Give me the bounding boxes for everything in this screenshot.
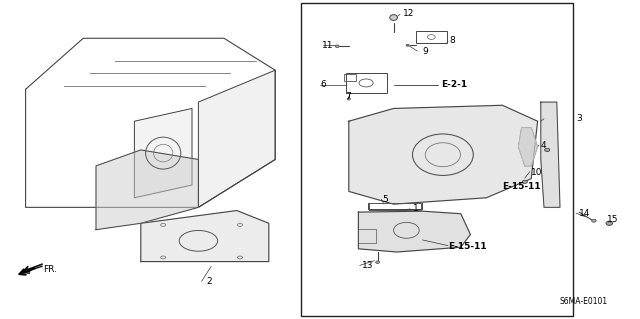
- Text: 10: 10: [531, 168, 543, 177]
- Bar: [346, 73, 387, 93]
- Polygon shape: [141, 211, 269, 262]
- Text: 2: 2: [206, 277, 212, 286]
- Text: FR.: FR.: [44, 265, 58, 274]
- Ellipse shape: [347, 98, 351, 100]
- Text: 3: 3: [576, 114, 582, 122]
- Text: 4: 4: [541, 141, 547, 150]
- Bar: [344, 74, 356, 81]
- Text: 9: 9: [422, 47, 428, 56]
- Bar: [369, 203, 421, 210]
- Text: 15: 15: [607, 215, 618, 224]
- Text: 5: 5: [383, 195, 388, 204]
- Text: E-15-11: E-15-11: [448, 242, 486, 251]
- Ellipse shape: [376, 261, 380, 263]
- Text: 14: 14: [579, 209, 591, 218]
- Bar: [301, 3, 573, 316]
- Polygon shape: [358, 211, 470, 252]
- Text: 11: 11: [322, 41, 333, 50]
- Text: 13: 13: [362, 261, 373, 270]
- Polygon shape: [349, 105, 538, 204]
- Polygon shape: [134, 108, 192, 198]
- Ellipse shape: [522, 180, 527, 183]
- Bar: [416, 31, 447, 43]
- Bar: [358, 229, 376, 243]
- Ellipse shape: [406, 44, 410, 46]
- Ellipse shape: [545, 148, 550, 152]
- Ellipse shape: [608, 223, 611, 224]
- Text: S6MA-E0101: S6MA-E0101: [560, 297, 608, 306]
- Text: 1: 1: [413, 204, 419, 213]
- Polygon shape: [96, 150, 198, 230]
- Text: 8: 8: [449, 36, 455, 45]
- Polygon shape: [518, 128, 538, 166]
- Ellipse shape: [390, 15, 397, 20]
- Ellipse shape: [335, 45, 339, 48]
- Ellipse shape: [592, 219, 596, 222]
- Ellipse shape: [606, 221, 612, 225]
- Text: E-15-11: E-15-11: [502, 182, 541, 191]
- Polygon shape: [198, 70, 275, 207]
- Text: 7: 7: [346, 92, 351, 101]
- Text: E-2-1: E-2-1: [442, 80, 468, 89]
- Polygon shape: [541, 102, 560, 207]
- Text: 6: 6: [320, 80, 326, 89]
- Text: 12: 12: [403, 9, 415, 18]
